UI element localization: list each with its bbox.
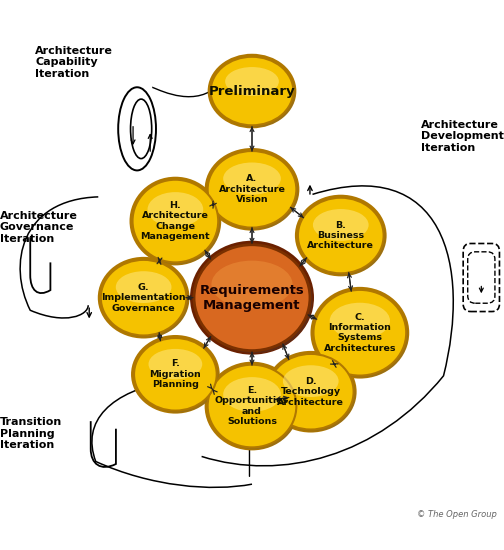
Ellipse shape bbox=[205, 362, 299, 450]
Ellipse shape bbox=[136, 340, 219, 412]
Ellipse shape bbox=[148, 192, 203, 227]
Text: C.
Information
Systems
Architectures: C. Information Systems Architectures bbox=[324, 312, 396, 353]
Ellipse shape bbox=[208, 151, 296, 228]
Text: Preliminary: Preliminary bbox=[209, 85, 295, 97]
Ellipse shape bbox=[212, 261, 292, 308]
Ellipse shape bbox=[131, 335, 220, 414]
Ellipse shape bbox=[190, 241, 314, 355]
Ellipse shape bbox=[194, 245, 310, 350]
Ellipse shape bbox=[135, 182, 220, 265]
Ellipse shape bbox=[98, 257, 190, 338]
Ellipse shape bbox=[225, 67, 279, 96]
Ellipse shape bbox=[270, 356, 356, 432]
Ellipse shape bbox=[134, 338, 217, 411]
Ellipse shape bbox=[101, 260, 186, 336]
Ellipse shape bbox=[211, 57, 293, 125]
Text: D.
Technology
Architecture: D. Technology Architecture bbox=[277, 377, 344, 406]
Ellipse shape bbox=[116, 271, 171, 303]
Text: F.
Migration
Planning: F. Migration Planning bbox=[150, 359, 201, 389]
Ellipse shape bbox=[316, 292, 408, 378]
Ellipse shape bbox=[131, 99, 152, 158]
Text: E.
Opportunities
and
Solutions: E. Opportunities and Solutions bbox=[215, 386, 289, 426]
Text: Transition
Planning
Iteration: Transition Planning Iteration bbox=[0, 417, 62, 450]
Text: B.
Business
Architecture: B. Business Architecture bbox=[307, 221, 374, 250]
Ellipse shape bbox=[208, 365, 296, 447]
Text: © The Open Group: © The Open Group bbox=[417, 510, 496, 519]
Text: Architecture
Capability
Iteration: Architecture Capability Iteration bbox=[35, 46, 113, 79]
Ellipse shape bbox=[208, 54, 296, 128]
Ellipse shape bbox=[213, 59, 295, 128]
Text: G.
Implementation
Governance: G. Implementation Governance bbox=[101, 283, 186, 312]
Text: Architecture
Development
Iteration: Architecture Development Iteration bbox=[421, 120, 504, 153]
Ellipse shape bbox=[103, 262, 188, 338]
Text: Requirements
Management: Requirements Management bbox=[200, 284, 304, 312]
Ellipse shape bbox=[197, 248, 312, 353]
Ellipse shape bbox=[149, 349, 202, 379]
Ellipse shape bbox=[300, 200, 386, 276]
Ellipse shape bbox=[268, 354, 354, 430]
Ellipse shape bbox=[133, 180, 218, 262]
Ellipse shape bbox=[223, 162, 281, 195]
Ellipse shape bbox=[313, 290, 406, 376]
Ellipse shape bbox=[223, 377, 281, 412]
Text: A.
Architecture
Vision: A. Architecture Vision bbox=[219, 174, 285, 204]
Ellipse shape bbox=[205, 148, 299, 230]
Ellipse shape bbox=[283, 365, 339, 397]
Ellipse shape bbox=[295, 195, 387, 276]
Ellipse shape bbox=[313, 209, 368, 241]
Ellipse shape bbox=[130, 177, 221, 266]
Ellipse shape bbox=[210, 367, 298, 449]
Ellipse shape bbox=[310, 287, 409, 378]
Ellipse shape bbox=[265, 351, 357, 432]
Ellipse shape bbox=[210, 153, 298, 230]
Ellipse shape bbox=[330, 302, 390, 339]
Text: H.
Architecture
Change
Management: H. Architecture Change Management bbox=[141, 201, 210, 241]
Text: Architecture
Governance
Iteration: Architecture Governance Iteration bbox=[0, 211, 78, 244]
Ellipse shape bbox=[298, 198, 384, 273]
